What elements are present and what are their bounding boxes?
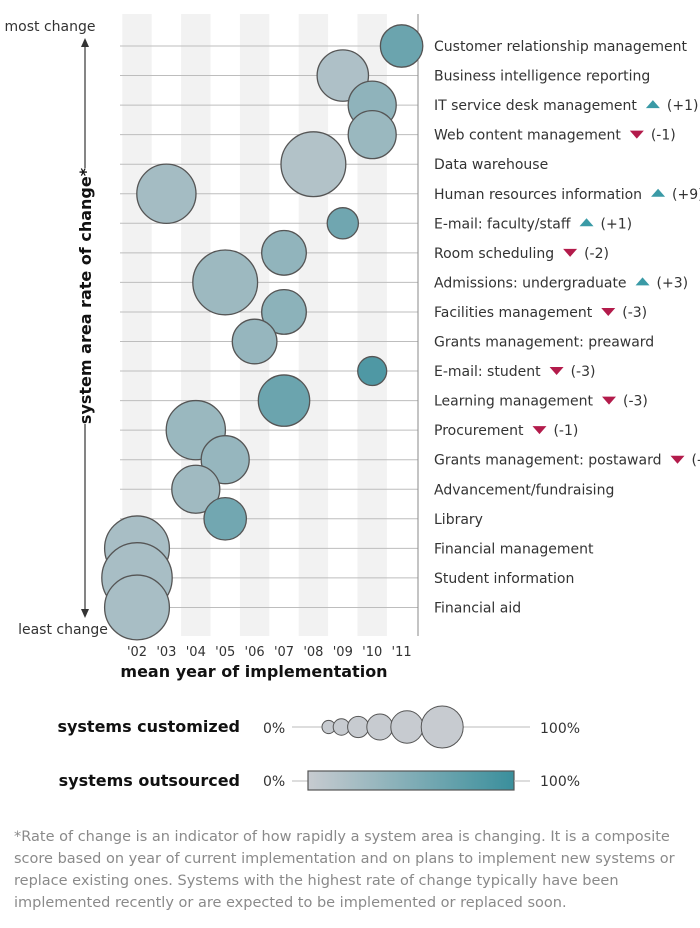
column-bands: [122, 14, 387, 636]
bubble: [261, 229, 307, 276]
row-label: Student information: [434, 571, 574, 587]
bubble: [280, 131, 347, 198]
bubble: [171, 464, 221, 514]
row-label: Grants management: postaward: [434, 453, 661, 469]
row-label: Business intelligence reporting: [434, 69, 650, 85]
bubble: [231, 318, 278, 365]
bubble: [203, 496, 248, 541]
change-up-arrow: [645, 100, 660, 109]
bubble: [379, 24, 424, 68]
row-label: Admissions: undergraduate: [434, 275, 627, 291]
column-band: [181, 14, 211, 636]
row-label: Learning management: [434, 394, 594, 410]
row-label: Data warehouse: [434, 157, 548, 173]
row-label: Procurement: [434, 423, 524, 439]
row-label: Library: [434, 512, 483, 528]
change-value: (+1): [601, 216, 633, 232]
x-tick-label: '11: [392, 645, 412, 660]
y-axis-title: system area rate of change*: [76, 167, 95, 424]
x-axis-title: mean year of implementation: [120, 662, 387, 681]
bubble: [357, 355, 388, 387]
legend-size-bubble: [366, 713, 394, 741]
x-tick-label: '10: [362, 645, 382, 660]
x-tick-label: '09: [333, 645, 353, 660]
x-tick-label: '02: [127, 645, 147, 660]
change-value: (-3): [623, 394, 648, 410]
change-value: (-2): [584, 246, 609, 262]
change-down-arrow: [549, 367, 564, 376]
row-label: Facilities management: [434, 305, 593, 321]
y-axis-bottom-label: least change: [18, 622, 108, 638]
change-up-arrow: [635, 277, 650, 286]
row-label: E-mail: student: [434, 364, 541, 380]
bubble: [261, 288, 307, 335]
bubbles: [101, 24, 424, 641]
bubble: [192, 249, 259, 316]
row-label: IT service desk management: [434, 98, 637, 114]
row-label: Grants management: preaward: [434, 335, 654, 351]
x-tick-label: '08: [303, 645, 323, 660]
y-axis-top-label: most change: [5, 19, 96, 35]
row-label: Advancement/fundraising: [434, 482, 614, 498]
bubble: [136, 163, 197, 224]
legend-size-bubble: [347, 715, 370, 739]
change-value: (-1): [651, 128, 676, 144]
row-label: Financial aid: [434, 600, 521, 616]
x-axis-ticks: '02 '03 '04 '05 '06 '07 '08 '09 '10 '11: [127, 645, 412, 660]
x-tick-label: '06: [245, 645, 265, 660]
footnote: *Rate of change is an indicator of how r…: [14, 829, 675, 911]
row-label: Financial management: [434, 541, 594, 557]
change-down-arrow: [670, 455, 685, 464]
x-tick-label: '05: [215, 645, 235, 660]
bubble: [326, 207, 360, 240]
change-down-arrow: [601, 307, 616, 316]
change-value: (-1): [553, 423, 578, 439]
x-tick-label: '03: [156, 645, 176, 660]
row-labels: Customer relationship management Business…: [434, 39, 700, 616]
legend-customized-label: systems customized: [57, 717, 240, 736]
change-down-arrow: [532, 426, 547, 435]
row-label: E-mail: faculty/staff: [434, 216, 571, 232]
change-up-arrow: [579, 218, 594, 227]
legend-customized-max: 100%: [540, 721, 580, 737]
change-value: (+3): [657, 275, 689, 291]
change-value: (-3): [622, 305, 647, 321]
row-label: Human resources information: [434, 187, 642, 203]
change-value: (-3): [571, 364, 596, 380]
row-label: Web content management: [434, 128, 621, 144]
legend-size-bubble: [420, 705, 464, 749]
bubble: [103, 574, 171, 641]
legend-customized-min: 0%: [263, 721, 285, 737]
legend-outsourced-gradient-bar: [307, 770, 515, 791]
change-down-arrow: [563, 248, 578, 257]
change-down-arrow: [629, 130, 644, 139]
legend-outsourced-min: 0%: [263, 774, 285, 790]
change-value: (+1): [667, 98, 699, 114]
bubble: [347, 109, 397, 160]
change-value: (-1): [691, 453, 700, 469]
x-tick-label: '07: [274, 645, 294, 660]
legend-size-steps: [321, 705, 464, 749]
y-axis-arrowhead-up: [81, 38, 89, 47]
row-label: Customer relationship management: [434, 39, 687, 55]
row-label: Room scheduling: [434, 246, 554, 262]
y-axis-arrowhead-down: [81, 609, 89, 618]
change-value: (+9): [672, 187, 700, 203]
change-up-arrow: [651, 188, 666, 197]
column-band: [298, 14, 329, 636]
x-tick-label: '04: [186, 645, 206, 660]
legend-outsourced-max: 100%: [540, 774, 580, 790]
legend-size-bubble: [390, 710, 424, 744]
bubble: [257, 374, 311, 427]
change-down-arrow: [602, 396, 617, 405]
legend-outsourced-label: systems outsourced: [59, 771, 240, 790]
bubble: [200, 435, 250, 485]
